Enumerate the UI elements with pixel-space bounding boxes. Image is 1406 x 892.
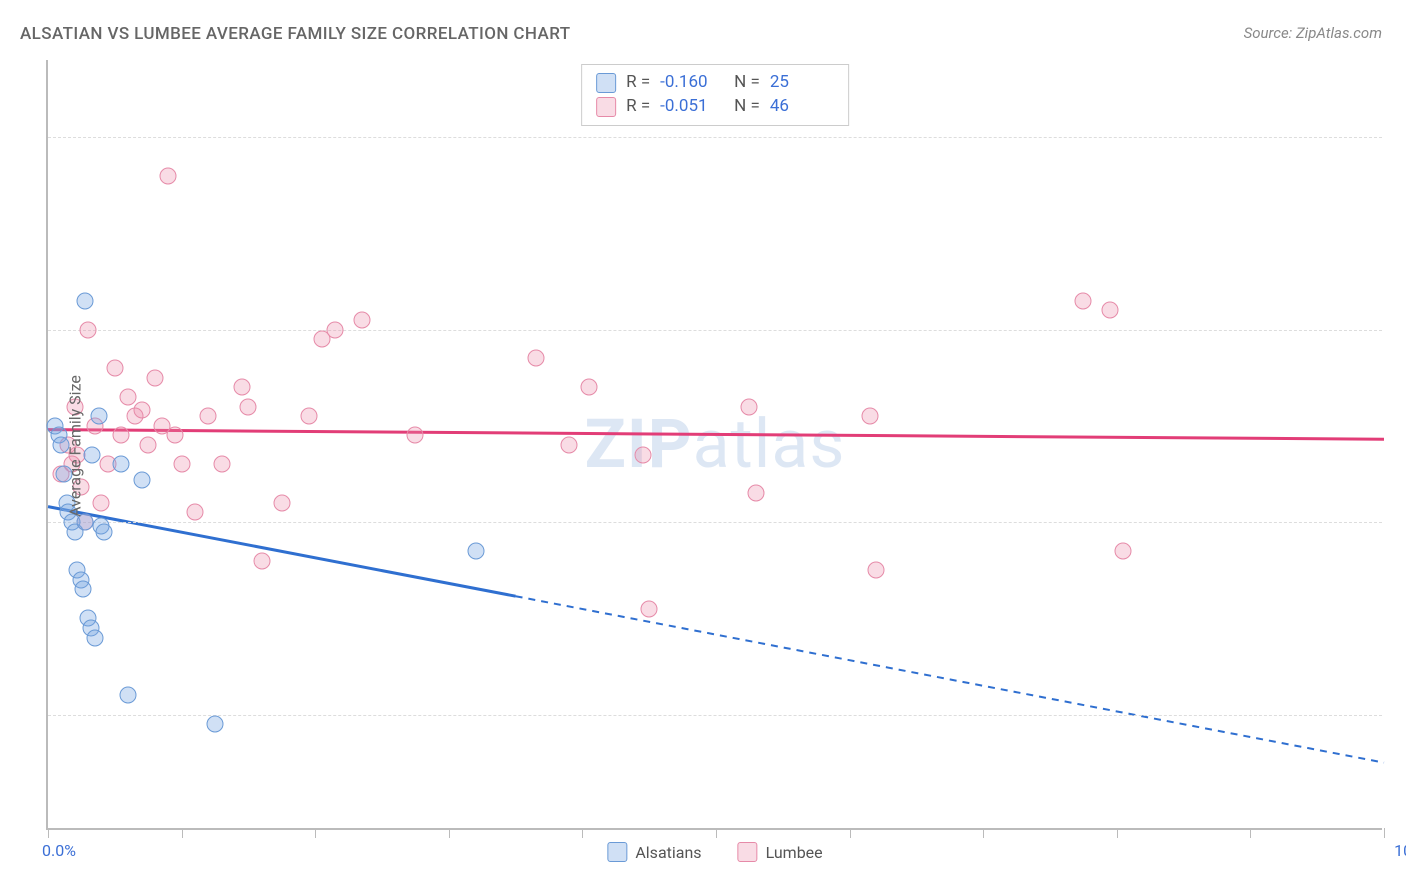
swatch-lumbee — [596, 97, 616, 117]
scatter-plot-area: ZIPatlas R = -0.160 N = 25 R = -0.051 N … — [46, 60, 1382, 830]
data-point-lumbee — [166, 427, 183, 444]
data-point-alsatians — [77, 292, 94, 309]
x-axis-max-label: 100.0% — [1394, 841, 1406, 860]
legend-label-alsatians: Alsatians — [635, 843, 701, 862]
data-point-lumbee — [160, 167, 177, 184]
data-point-lumbee — [527, 350, 544, 367]
data-point-lumbee — [93, 494, 110, 511]
data-point-lumbee — [120, 388, 137, 405]
gridline-h — [48, 715, 1382, 716]
gridline-h — [48, 137, 1382, 138]
data-point-lumbee — [861, 408, 878, 425]
data-point-lumbee — [146, 369, 163, 386]
data-point-alsatians — [113, 456, 130, 473]
data-point-lumbee — [748, 485, 765, 502]
swatch-alsatians — [596, 73, 616, 93]
y-tick-label: 5.00 — [1390, 128, 1406, 147]
gridline-h — [48, 330, 1382, 331]
x-tick — [315, 828, 316, 838]
data-point-lumbee — [1075, 292, 1092, 309]
data-point-alsatians — [74, 581, 91, 598]
source-attribution: Source: ZipAtlas.com — [1244, 24, 1382, 42]
data-point-lumbee — [113, 427, 130, 444]
x-axis-min-label: 0.0% — [42, 841, 76, 860]
data-point-lumbee — [133, 402, 150, 419]
data-point-lumbee — [106, 360, 123, 377]
regression-line-extrapolated-alsatians — [516, 596, 1384, 762]
stats-row-alsatians: R = -0.160 N = 25 — [596, 71, 834, 95]
data-point-lumbee — [273, 494, 290, 511]
data-point-lumbee — [80, 321, 97, 338]
legend-item-alsatians: Alsatians — [607, 842, 701, 862]
data-point-alsatians — [120, 687, 137, 704]
data-point-lumbee — [1102, 302, 1119, 319]
regression-line-lumbee — [48, 430, 1384, 440]
data-point-lumbee — [634, 446, 651, 463]
data-point-lumbee — [407, 427, 424, 444]
data-point-lumbee — [741, 398, 758, 415]
r-label: R = — [626, 71, 650, 95]
chart-title: ALSATIAN VS LUMBEE AVERAGE FAMILY SIZE C… — [20, 24, 570, 44]
n-value-lumbee: 46 — [770, 95, 834, 119]
x-tick — [582, 828, 583, 838]
data-point-lumbee — [327, 321, 344, 338]
x-tick — [983, 828, 984, 838]
data-point-alsatians — [207, 716, 224, 733]
data-point-lumbee — [581, 379, 598, 396]
data-point-lumbee — [233, 379, 250, 396]
regression-line-alsatians — [48, 507, 516, 597]
data-point-lumbee — [173, 456, 190, 473]
data-point-lumbee — [200, 408, 217, 425]
regression-lines-layer — [48, 60, 1382, 828]
swatch-alsatians — [607, 842, 627, 862]
swatch-lumbee — [738, 842, 758, 862]
x-tick — [182, 828, 183, 838]
watermark: ZIPatlas — [585, 404, 846, 484]
data-point-lumbee — [253, 552, 270, 569]
data-point-alsatians — [467, 542, 484, 559]
x-tick — [1384, 828, 1385, 838]
data-point-alsatians — [90, 408, 107, 425]
n-label: N = — [734, 71, 760, 95]
y-tick-label: 2.00 — [1390, 705, 1406, 724]
stats-row-lumbee: R = -0.051 N = 46 — [596, 95, 834, 119]
legend-item-lumbee: Lumbee — [738, 842, 823, 862]
series-legend: Alsatians Lumbee — [607, 842, 822, 862]
y-tick-label: 4.00 — [1390, 320, 1406, 339]
data-point-alsatians — [86, 629, 103, 646]
data-point-alsatians — [133, 471, 150, 488]
y-axis-label: Average Family Size — [65, 375, 84, 517]
r-value-alsatians: -0.160 — [660, 71, 724, 95]
x-tick — [1250, 828, 1251, 838]
x-tick — [449, 828, 450, 838]
correlation-stats-legend: R = -0.160 N = 25 R = -0.051 N = 46 — [581, 64, 849, 126]
data-point-lumbee — [213, 456, 230, 473]
data-point-alsatians — [96, 523, 113, 540]
data-point-lumbee — [300, 408, 317, 425]
gridline-h — [48, 522, 1382, 523]
legend-label-lumbee: Lumbee — [766, 843, 823, 862]
data-point-lumbee — [140, 437, 157, 454]
data-point-lumbee — [186, 504, 203, 521]
data-point-lumbee — [561, 437, 578, 454]
data-point-alsatians — [84, 446, 101, 463]
x-tick — [48, 828, 49, 838]
x-tick — [1117, 828, 1118, 838]
r-value-lumbee: -0.051 — [660, 95, 724, 119]
n-label: N = — [734, 95, 760, 119]
data-point-lumbee — [868, 562, 885, 579]
r-label: R = — [626, 95, 650, 119]
data-point-lumbee — [240, 398, 257, 415]
data-point-lumbee — [641, 600, 658, 617]
y-tick-label: 3.00 — [1390, 513, 1406, 532]
data-point-lumbee — [1115, 542, 1132, 559]
x-tick — [850, 828, 851, 838]
n-value-alsatians: 25 — [770, 71, 834, 95]
x-tick — [716, 828, 717, 838]
data-point-lumbee — [353, 311, 370, 328]
